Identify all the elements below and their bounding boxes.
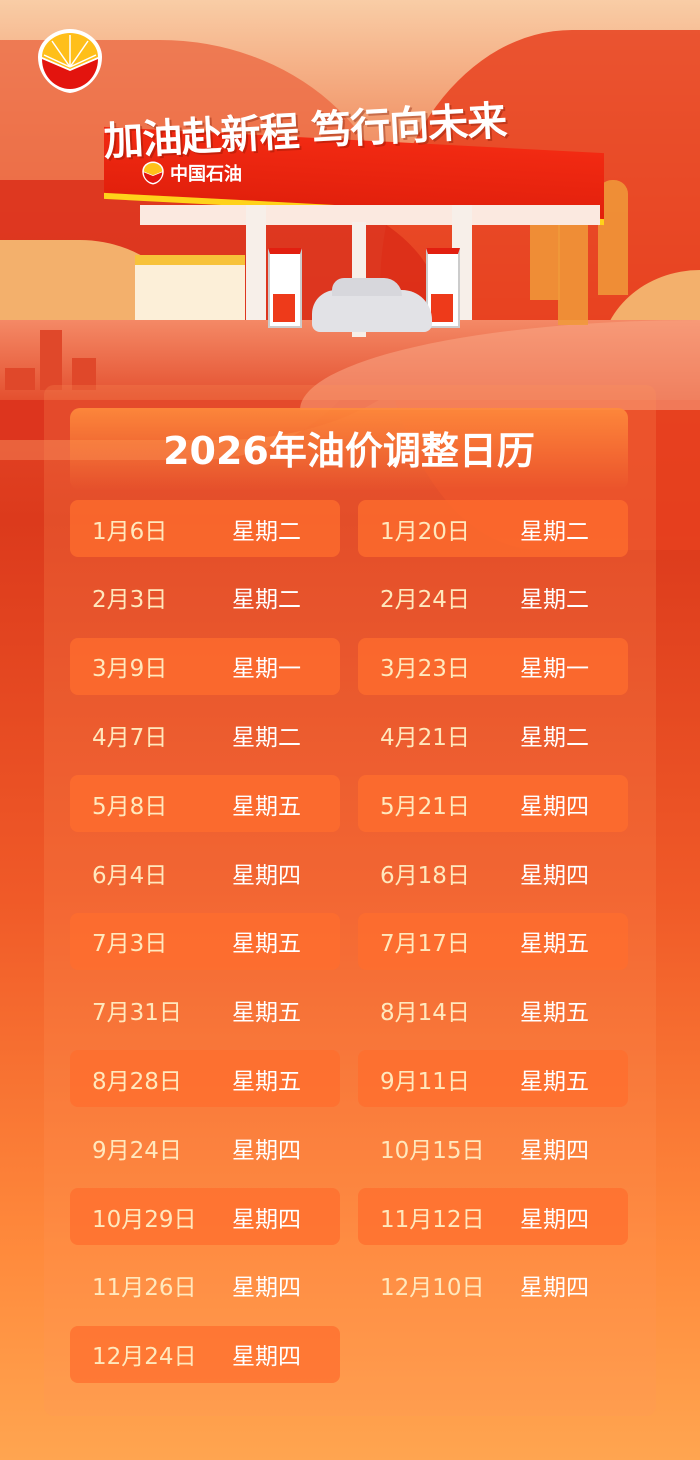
calendar-entry: 4月21日 星期二 [358, 706, 628, 763]
entry-date: 8月28日 [92, 1068, 182, 1095]
entry-date: 5月21日 [380, 793, 470, 820]
calendar-entry: 5月21日 星期四 [358, 775, 628, 833]
fuel-pump [426, 248, 460, 328]
entry-weekday: 星期五 [232, 1068, 301, 1095]
refinery-tank [558, 210, 588, 325]
pillar [246, 205, 266, 320]
entry-date: 2月3日 [92, 587, 168, 614]
entry-weekday: 星期二 [520, 724, 589, 751]
entry-weekday: 星期五 [520, 1000, 589, 1027]
entry-weekday: 星期四 [232, 1206, 301, 1233]
calendar-entry: 2月24日 星期二 [358, 569, 628, 626]
entry-weekday: 星期五 [520, 1068, 589, 1095]
calendar-entry: 5月8日 星期五 [70, 775, 340, 833]
brand-name: 中国石油 [170, 164, 242, 185]
entry-date: 12月10日 [380, 1275, 485, 1302]
entry-date: 9月24日 [92, 1137, 182, 1164]
fuel-pump [268, 248, 302, 328]
entry-weekday: 星期四 [520, 1206, 589, 1233]
entry-weekday: 星期五 [232, 793, 301, 820]
entry-weekday: 星期五 [232, 931, 301, 958]
calendar-entry: 7月3日 星期五 [70, 912, 340, 970]
calendar-entry: 7月17日 星期五 [358, 912, 628, 970]
calendar-entry: 3月9日 星期一 [70, 637, 340, 695]
calendar-entry: 8月14日 星期五 [358, 982, 628, 1039]
calendar-entry: 3月23日 星期一 [358, 637, 628, 695]
entry-date: 10月15日 [380, 1137, 485, 1164]
entry-date: 9月11日 [380, 1068, 470, 1095]
calendar-entry: 10月29日 星期四 [70, 1188, 340, 1245]
calendar-entry: 4月7日 星期二 [70, 706, 340, 763]
calendar-entry: 6月4日 星期四 [70, 844, 340, 901]
calendar-entry: 7月31日 星期五 [70, 982, 340, 1039]
entry-weekday: 星期四 [520, 862, 589, 889]
entry-weekday: 星期四 [520, 1275, 589, 1302]
entry-weekday: 星期二 [520, 518, 589, 545]
calendar-entry: 9月24日 星期四 [70, 1119, 340, 1176]
entry-date: 3月23日 [380, 656, 470, 683]
entry-weekday: 星期五 [520, 931, 589, 958]
entry-date: 8月14日 [380, 1000, 470, 1027]
entry-date: 6月4日 [92, 862, 168, 889]
calendar-entry: 1月20日 星期二 [358, 500, 628, 557]
entry-date: 6月18日 [380, 862, 470, 889]
calendar-entry: 2月3日 星期二 [70, 569, 340, 626]
entry-date: 4月7日 [92, 724, 168, 751]
calendar-entry: 11月26日 星期四 [70, 1257, 340, 1314]
entry-weekday: 星期四 [520, 793, 589, 820]
entry-weekday: 星期二 [232, 518, 301, 545]
entry-weekday: 星期四 [232, 1275, 301, 1302]
entry-date: 1月6日 [92, 518, 168, 545]
calendar-entry: 9月11日 星期五 [358, 1050, 628, 1108]
entry-date: 7月3日 [92, 931, 168, 958]
entry-weekday: 星期四 [232, 1344, 301, 1371]
calendar-entry: 10月15日 星期四 [358, 1119, 628, 1176]
entry-weekday: 星期四 [520, 1137, 589, 1164]
calendar-entry: 11月12日 星期四 [358, 1188, 628, 1245]
entry-date: 11月12日 [380, 1206, 485, 1233]
building [72, 358, 96, 390]
entry-date: 4月21日 [380, 724, 470, 751]
calendar-entry: 6月18日 星期四 [358, 844, 628, 901]
entry-weekday: 星期四 [232, 862, 301, 889]
calendar-entry: 8月28日 星期五 [70, 1050, 340, 1108]
entry-date: 12月24日 [92, 1344, 197, 1371]
entry-weekday: 星期二 [520, 587, 589, 614]
entry-weekday: 星期一 [520, 656, 589, 683]
entry-date: 2月24日 [380, 587, 470, 614]
building [40, 330, 62, 390]
petrochina-logo-icon [142, 161, 164, 185]
entry-date: 11月26日 [92, 1275, 197, 1302]
calendar-title: 2026年油价调整日历 [163, 429, 535, 473]
entry-date: 7月17日 [380, 931, 470, 958]
entry-date: 3月9日 [92, 656, 168, 683]
entry-date: 10月29日 [92, 1206, 197, 1233]
brand-sign: 中国石油 [140, 160, 242, 186]
entry-weekday: 星期四 [232, 1137, 301, 1164]
convenience-store [135, 255, 245, 320]
calendar-entry: 12月10日 星期四 [358, 1257, 628, 1314]
calendar-entry: 1月6日 星期二 [70, 500, 340, 557]
canopy-underside [140, 205, 600, 225]
entry-date: 7月31日 [92, 1000, 182, 1027]
entry-date: 1月20日 [380, 518, 470, 545]
entry-weekday: 星期五 [232, 1000, 301, 1027]
entry-weekday: 星期二 [232, 587, 301, 614]
car [312, 278, 432, 332]
calendar-entry: 12月24日 星期四 [70, 1325, 340, 1383]
entry-weekday: 星期二 [232, 724, 301, 751]
petrochina-logo-icon [38, 29, 102, 93]
title-box [70, 408, 628, 490]
entry-date: 5月8日 [92, 793, 168, 820]
entry-weekday: 星期一 [232, 656, 301, 683]
building [5, 368, 35, 390]
